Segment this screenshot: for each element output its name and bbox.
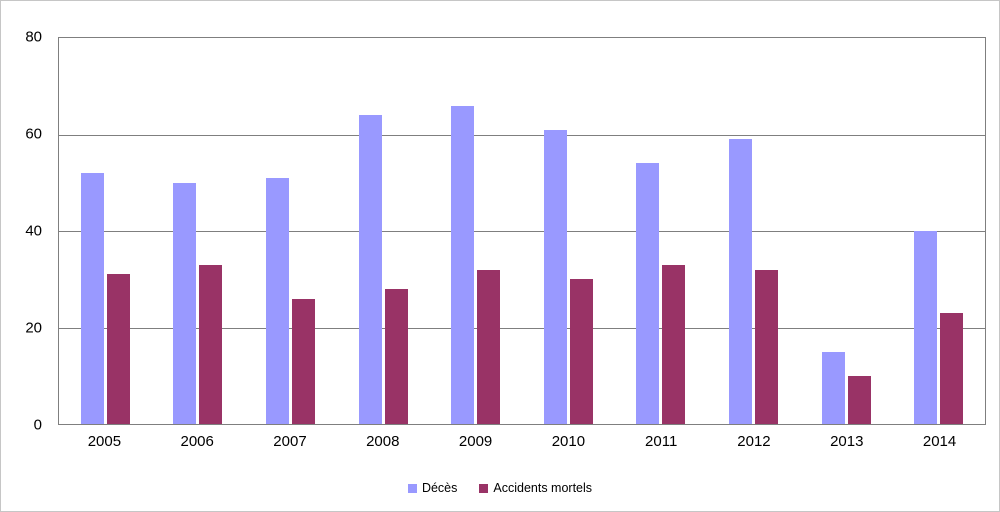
legend-label-deces: Décès xyxy=(421,481,458,495)
bar-deces-2008 xyxy=(358,115,382,424)
x-tick-label-2010: 2010 xyxy=(551,433,586,450)
bar-deces-2007 xyxy=(265,177,289,424)
bar-deces-2014 xyxy=(914,231,938,424)
gridline xyxy=(59,134,985,136)
bar-deces-2005 xyxy=(80,173,104,424)
bar-group-2012 xyxy=(707,38,800,424)
x-tick-label-2009: 2009 xyxy=(458,433,493,450)
x-tick-label-2006: 2006 xyxy=(180,433,214,450)
bar-group-2009 xyxy=(429,38,522,424)
bar-deces-2011 xyxy=(636,163,660,424)
x-tick-label-2008: 2008 xyxy=(366,433,400,450)
bar-group-2011 xyxy=(615,38,708,424)
bar-group-2014 xyxy=(892,38,985,424)
y-tick-label: 0 xyxy=(33,416,42,434)
bar-deces-2012 xyxy=(728,139,752,424)
x-tick-label-2005: 2005 xyxy=(87,433,122,450)
bar-accidents-mortels-2010 xyxy=(569,279,593,424)
bar-group-2013 xyxy=(800,38,893,424)
y-tick-label: 60 xyxy=(25,125,42,143)
x-tick-label-2012: 2012 xyxy=(737,433,771,450)
legend-swatch-accidents-mortels xyxy=(479,483,489,493)
x-axis: 2005 2006 2007 2008 2009 2010 2011 2012 2013 2014 xyxy=(58,433,986,450)
bar-deces-2010 xyxy=(543,129,567,424)
bars-container xyxy=(59,38,985,424)
bar-accidents-mortels-2006 xyxy=(199,264,223,424)
bar-group-2008 xyxy=(337,38,430,424)
legend-label-accidents-mortels: Accidents mortels xyxy=(493,481,593,495)
bar-deces-2006 xyxy=(173,182,197,424)
x-tick-label-2011: 2011 xyxy=(645,433,678,450)
y-axis: 0 20 40 60 80 xyxy=(1,30,50,433)
bar-group-2007 xyxy=(244,38,337,424)
plot-area xyxy=(58,37,986,425)
bar-accidents-mortels-2012 xyxy=(754,269,778,424)
bar-accidents-mortels-2007 xyxy=(291,298,315,424)
legend-swatch-deces xyxy=(407,483,417,493)
y-tick-label: 80 xyxy=(25,28,42,46)
bar-accidents-mortels-2011 xyxy=(662,264,686,424)
gridlines xyxy=(59,38,985,424)
bar-accidents-mortels-2005 xyxy=(106,274,130,424)
legend: Décès Accidents mortels xyxy=(1,481,999,495)
bar-group-2010 xyxy=(522,38,615,424)
x-tick-label-2007: 2007 xyxy=(273,433,307,450)
bar-deces-2009 xyxy=(451,105,475,424)
legend-item-deces: Décès xyxy=(407,481,458,495)
y-tick-label: 20 xyxy=(25,319,42,337)
y-tick-label: 40 xyxy=(25,222,42,240)
bar-accidents-mortels-2013 xyxy=(847,375,871,424)
legend-item-accidents-mortels: Accidents mortels xyxy=(479,481,592,495)
x-tick-label-2014: 2014 xyxy=(922,433,957,450)
bar-accidents-mortels-2009 xyxy=(477,269,501,424)
gridline xyxy=(59,231,985,232)
x-tick-label-2013: 2013 xyxy=(830,433,864,450)
bar-accidents-mortels-2014 xyxy=(940,313,964,424)
gridline xyxy=(59,327,985,329)
bar-accidents-mortels-2008 xyxy=(384,288,408,424)
bar-deces-2013 xyxy=(821,351,845,424)
bar-group-2006 xyxy=(152,38,245,424)
bar-group-2005 xyxy=(59,38,152,424)
